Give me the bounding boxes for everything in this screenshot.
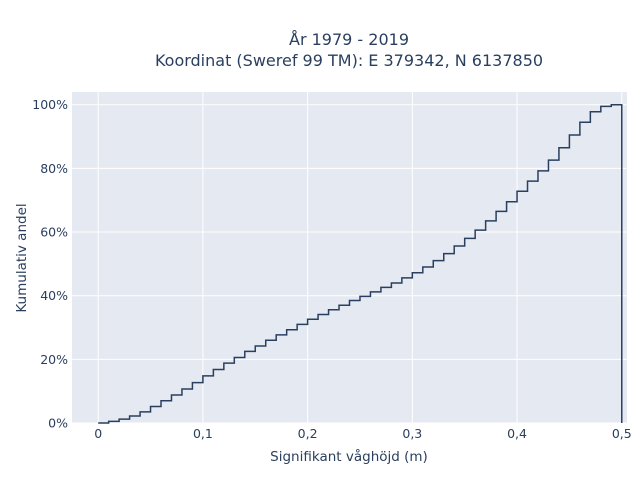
y-tick-label-1: 20% xyxy=(40,352,68,367)
plot-area xyxy=(72,92,627,423)
y-tick-label-5: 100% xyxy=(32,97,68,112)
x-tick-label-3: 0,3 xyxy=(402,426,422,441)
series-line-0 xyxy=(98,103,623,424)
y-tick-label-4: 80% xyxy=(40,161,68,176)
y-tick-label-3: 60% xyxy=(40,225,68,240)
x-tick-label-2: 0,2 xyxy=(298,426,318,441)
x-tick-label-4: 0,4 xyxy=(507,426,527,441)
chart-title-line2: Koordinat (Sweref 99 TM): E 379342, N 61… xyxy=(155,51,543,70)
x-tick-label-5: 0,5 xyxy=(612,426,632,441)
y-tick-label-0: 0% xyxy=(48,416,68,431)
chart-title-line1: År 1979 - 2019 xyxy=(289,30,409,49)
y-axis-title: Kumulativ andel xyxy=(14,203,30,312)
x-tick-label-0: 0 xyxy=(94,426,102,441)
x-tick-label-1: 0,1 xyxy=(193,426,213,441)
y-tick-label-2: 40% xyxy=(40,288,68,303)
y-axis-ticks: 0% 20% 40% 60% 80% 100% xyxy=(32,97,68,430)
x-axis-title: Signifikant våghöjd (m) xyxy=(270,448,428,465)
x-axis-ticks: 0 0,1 0,2 0,3 0,4 0,5 xyxy=(94,426,632,441)
series-group xyxy=(98,103,623,424)
